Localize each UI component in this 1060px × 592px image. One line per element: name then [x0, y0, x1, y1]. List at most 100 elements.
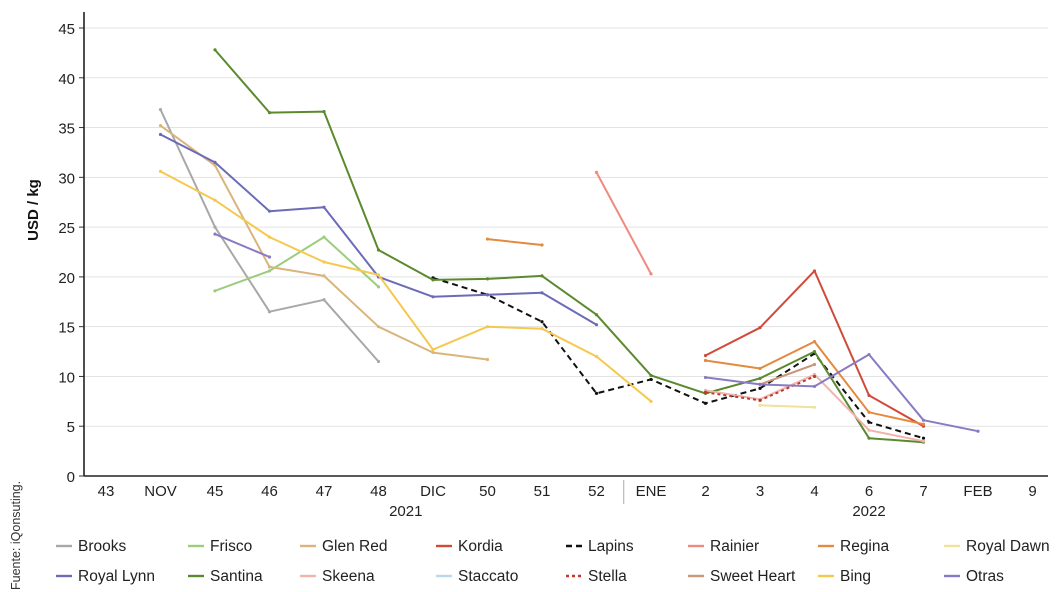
series-lines [158, 48, 980, 444]
series-line-brooks [159, 109, 380, 363]
legend-item-otras: Otras [944, 568, 1004, 585]
legend-label: Otras [966, 568, 1004, 585]
legend-item-lapins: Lapins [566, 538, 634, 555]
series-frisco [213, 235, 381, 293]
legend-item-frisco: Frisco [188, 538, 252, 555]
series-glen-red [158, 123, 490, 362]
x-tick-label: 6 [865, 483, 873, 500]
series-brooks [158, 108, 381, 364]
series-line-bing [160, 170, 652, 403]
x-tick-label: NOV [144, 483, 177, 500]
legend-label: Stella [588, 568, 627, 585]
year-label: 2021 [389, 503, 422, 520]
y-tick-label: 35 [58, 121, 75, 138]
series-regina [485, 237, 926, 426]
series-lapins [431, 276, 926, 440]
legend-label: Brooks [78, 538, 126, 555]
y-tick-label: 30 [58, 170, 75, 187]
y-tick-label: 45 [58, 21, 75, 38]
y-tick-label: 20 [58, 270, 75, 287]
series-line-stella [705, 375, 815, 402]
x-tick-label: 45 [207, 483, 224, 500]
series-line-rainier [595, 171, 652, 275]
legend-label: Royal Lynn [78, 568, 155, 585]
legend-label: Bing [840, 568, 871, 585]
data-point-lapins [540, 320, 544, 324]
x-tick-label: 51 [534, 483, 551, 500]
x-tick-label: 50 [479, 483, 496, 500]
x-tick-label: 48 [370, 483, 387, 500]
x-axis-ticks: 43 NOV 45 46 47 48 DIC 50 51 52 ENE 2 3 4 6 7 FEB 9 [98, 483, 1037, 500]
series-line-regina [487, 238, 543, 246]
y-tick-label: 10 [58, 369, 75, 386]
gridlines [84, 27, 1048, 427]
series-line-santina [214, 49, 924, 444]
x-tick-label: 4 [810, 483, 818, 500]
x-tick-label: 52 [588, 483, 605, 500]
series-line-glen-red [159, 124, 488, 361]
x-tick-label: 7 [919, 483, 927, 500]
series-line-otras [705, 353, 979, 433]
series-line-royal-dawn [759, 404, 815, 409]
x-tick-label: 3 [756, 483, 764, 500]
series-bing [158, 169, 653, 403]
x-tick-label: DIC [420, 483, 446, 500]
series-line-otras [214, 233, 270, 258]
series-royal-lynn [158, 132, 599, 327]
legend-item-staccato: Staccato [436, 568, 518, 585]
legend-item-brooks: Brooks [56, 538, 126, 555]
series-stella [703, 374, 817, 402]
legend-label: Glen Red [322, 538, 387, 555]
series-royal-dawn [758, 403, 817, 409]
y-axis-ticks: 0 5 10 15 20 25 30 35 40 45 [58, 21, 84, 486]
legend-item-regina: Regina [818, 538, 889, 555]
y-tick-label: 25 [58, 220, 75, 237]
legend-label: Skeena [322, 568, 375, 585]
y-axis-title: USD / kg [25, 179, 42, 241]
series-rainier [594, 170, 653, 276]
y-tick-label: 15 [58, 320, 75, 337]
legend-label: Lapins [588, 538, 634, 555]
legend-item-bing: Bing [818, 568, 871, 585]
data-point-lapins [594, 391, 599, 395]
series-line-lapins [432, 276, 924, 440]
year-labels: 2021 2022 [389, 503, 886, 520]
x-tick-label: 47 [316, 483, 333, 500]
legend-label: Regina [840, 538, 889, 555]
legend-item-kordia: Kordia [436, 538, 503, 555]
x-tick-label: 46 [261, 483, 278, 500]
legend-label: Sweet Heart [710, 568, 796, 585]
series-line-skeena [705, 373, 924, 443]
legend-item-rainier: Rainier [688, 538, 759, 555]
legend-label: Frisco [210, 538, 252, 555]
series-line-sweet-heart [759, 363, 815, 386]
source-note: Fuente: iQonsuting. [9, 481, 23, 590]
legend-item-skeena: Skeena [300, 568, 375, 585]
legend-item-royal-lynn: Royal Lynn [56, 568, 155, 585]
x-tick-label: FEB [963, 483, 992, 500]
series-line-royal-lynn [160, 133, 598, 326]
series-line-frisco [214, 236, 380, 292]
axes [83, 12, 1048, 504]
y-tick-label: 0 [67, 469, 75, 486]
series-line-kordia [705, 269, 924, 428]
legend-label: Kordia [458, 538, 503, 555]
x-tick-label: 43 [98, 483, 115, 500]
series-line-regina [705, 340, 924, 426]
y-tick-label: 5 [67, 419, 75, 436]
y-tick-label: 40 [58, 71, 75, 88]
legend-item-santina: Santina [188, 568, 263, 585]
series-santina [213, 48, 926, 444]
legend-label: Staccato [458, 568, 518, 585]
legend-item-royal-dawn: Royal Dawn [944, 538, 1050, 555]
data-point-lapins [921, 436, 926, 440]
x-tick-label: ENE [636, 483, 667, 500]
x-tick-label: 9 [1028, 483, 1036, 500]
series-kordia [703, 269, 926, 428]
legend-item-glen-red: Glen Red [300, 538, 387, 555]
year-label: 2022 [852, 503, 885, 520]
legend-label: Rainier [710, 538, 759, 555]
legend-item-stella: Stella [566, 568, 627, 585]
legend-label: Royal Dawn [966, 538, 1050, 555]
